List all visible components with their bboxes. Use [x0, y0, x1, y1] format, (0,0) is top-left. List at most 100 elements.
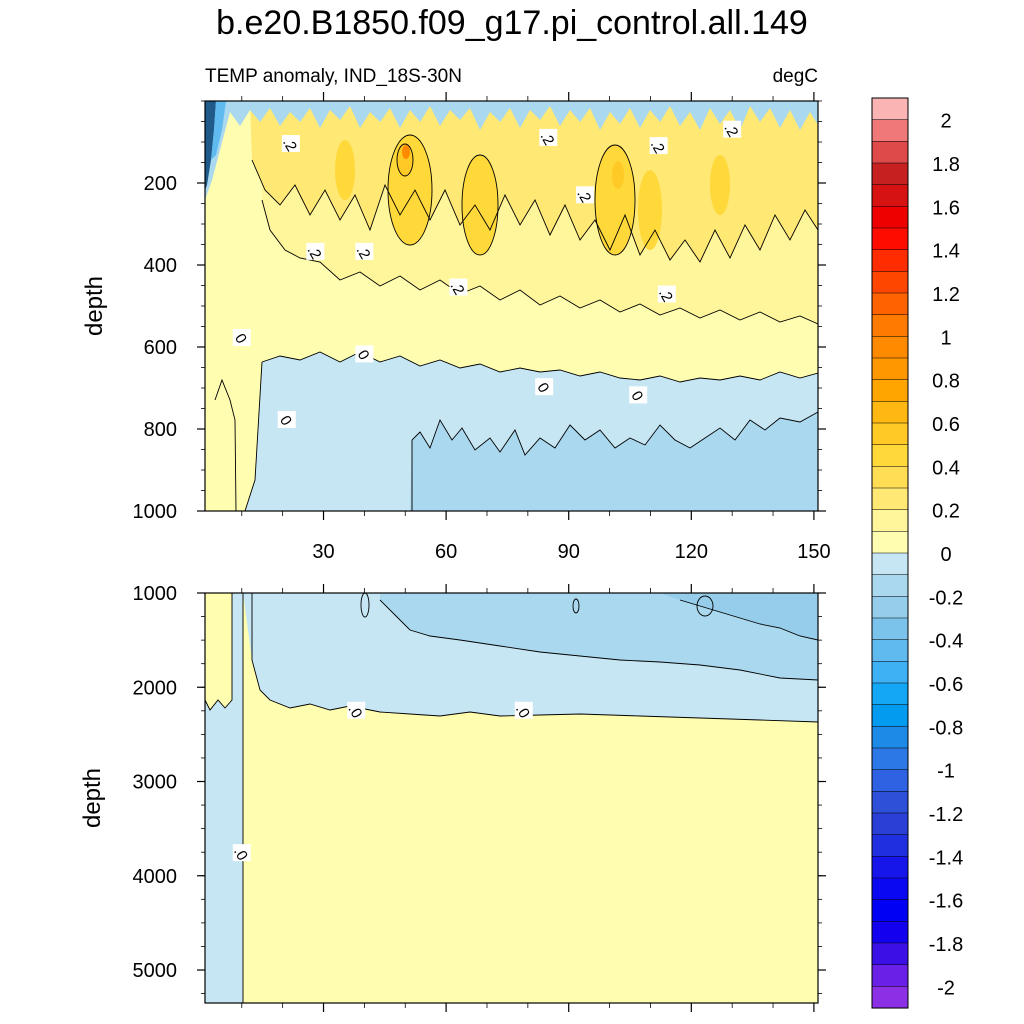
contour-label: .2	[655, 285, 676, 305]
contour-label-bg	[355, 345, 374, 363]
colorbar-box	[871, 639, 909, 662]
colorbar-box	[871, 552, 909, 576]
colorbar-label: -2	[937, 977, 955, 999]
contour-label-bg	[539, 128, 558, 146]
colorbar-box	[871, 899, 909, 922]
colorbar-label: 1.8	[932, 154, 960, 176]
contour-label-bg	[232, 844, 251, 862]
colorbar-box	[871, 162, 909, 186]
y-tick-label: 3000	[133, 772, 178, 794]
lower-contour-labels: .0 .0 .0	[230, 701, 533, 864]
chart-title: b.e20.B1850.f09_g17.pi_control.all.149	[216, 4, 808, 42]
x-tick-label: 90	[558, 541, 580, 563]
x-tick-label: 120	[675, 541, 708, 563]
contour-label-bg	[723, 120, 742, 138]
colorbar-label: -0.2	[929, 587, 963, 609]
colorbar-box	[871, 791, 909, 814]
upper-band-neg2	[410, 412, 818, 511]
colorbar-label: 0.4	[932, 457, 960, 479]
upper-panel: .2 .2 .2 .2 .2 .2 .2 .2 .2 0 0 0 0 0 200 400 600 800 1000…	[81, 92, 831, 563]
y-tick-label: 1000	[133, 501, 178, 523]
colorbar-box	[871, 747, 909, 771]
contour-label-bg	[347, 701, 366, 719]
colorbar-label: 2	[940, 111, 951, 133]
colorbar-box	[871, 986, 909, 1009]
colorbar-box	[871, 834, 909, 857]
upper-ylabel: depth	[81, 276, 108, 336]
colorbar-label: 0.8	[932, 371, 960, 393]
colorbar-box	[871, 119, 909, 142]
lower-contour-lines	[205, 593, 818, 1003]
upper-hot-core	[402, 145, 410, 159]
colorbar-box	[871, 682, 909, 706]
colorbar-box	[871, 444, 909, 467]
y-tick-label: 200	[144, 173, 177, 195]
colorbar-box	[871, 336, 909, 359]
contour-label: .2	[279, 135, 300, 154]
colorbar-box	[871, 184, 909, 207]
contour-label-bg	[649, 137, 668, 155]
colorbar-label: 1.4	[932, 241, 960, 263]
colorbar-box	[871, 596, 909, 619]
contour-label-bg	[449, 278, 468, 296]
colorbar-label: -1.6	[929, 891, 963, 913]
colorbar-box	[871, 466, 909, 489]
colorbar-frame	[871, 97, 909, 1009]
colorbar-box	[871, 401, 909, 424]
colorbar-box	[871, 704, 909, 727]
colorbar-box	[871, 856, 909, 879]
upper-contour-labels: .2 .2 .2 .2 .2 .2 .2 .2 .2 0 0 0 0 0	[231, 120, 742, 429]
y-tick-label: 1000	[133, 583, 178, 605]
upper-contour-lines	[214, 134, 818, 511]
contour-label: .2	[720, 120, 742, 140]
colorbar-box	[871, 422, 909, 446]
colorbar-label: 1.6	[932, 197, 960, 219]
colorbar-box	[871, 487, 909, 511]
colorbar-label: 1	[940, 327, 951, 349]
colorbar-box	[871, 769, 909, 792]
colorbar: 2 1.8 1.6 1.4 1.2 1 0.8 0.6 0.4 0.2 0 -0.2 -0.4 -0.6 -…	[871, 97, 963, 1009]
y-tick-label: 5000	[133, 960, 178, 982]
colorbar-box	[871, 379, 909, 402]
contour-label-bg	[281, 135, 300, 153]
colorbar-box	[871, 206, 909, 229]
colorbar-box	[871, 531, 909, 554]
subtitle-units: degC	[773, 66, 818, 87]
colorbar-box	[871, 574, 909, 597]
contour-label: 0	[354, 345, 374, 363]
upper-left-deep-blue	[205, 101, 216, 190]
x-tick-label: 150	[797, 541, 830, 563]
upper-axes: 200 400 600 800 1000 30 60 90 120 150	[133, 92, 831, 563]
colorbar-label: -1.2	[929, 804, 963, 826]
y-tick-label: 4000	[133, 866, 178, 888]
colorbar-label: 1.2	[932, 284, 960, 306]
colorbar-label: 0	[940, 544, 951, 566]
contour-label: 0	[276, 410, 296, 429]
contour-label: .2	[353, 242, 374, 262]
contour-label: 0	[533, 378, 554, 396]
lower-band-neg3	[660, 593, 818, 640]
contour-label: .0	[512, 701, 533, 721]
contour-label: .2	[647, 137, 668, 157]
contour-label-bg	[232, 328, 251, 346]
contour-label: .2	[573, 186, 594, 206]
y-tick-label: 600	[144, 337, 177, 359]
contour-label-bg	[306, 242, 325, 260]
contour-label: .2	[536, 128, 558, 148]
contour-label-bg	[355, 242, 374, 260]
subtitle-left: TEMP anomaly, IND_18S-30N	[205, 66, 462, 87]
colorbar-box	[871, 617, 909, 641]
x-tick-label: 60	[435, 541, 457, 563]
upper-left-mid-blue	[211, 101, 226, 160]
colorbar-box	[871, 921, 909, 944]
colorbar-label: -0.6	[929, 674, 963, 696]
colorbar-label: -0.4	[929, 631, 963, 653]
upper-contour-fill	[205, 101, 818, 511]
colorbar-box	[871, 292, 909, 316]
upper-surface-noise	[205, 101, 818, 200]
colorbar-box	[871, 726, 909, 749]
contour-label-bg	[277, 410, 296, 428]
contour-label: .0	[230, 844, 251, 864]
lower-axes: 1000 2000 3000 4000 5000	[133, 583, 826, 1012]
